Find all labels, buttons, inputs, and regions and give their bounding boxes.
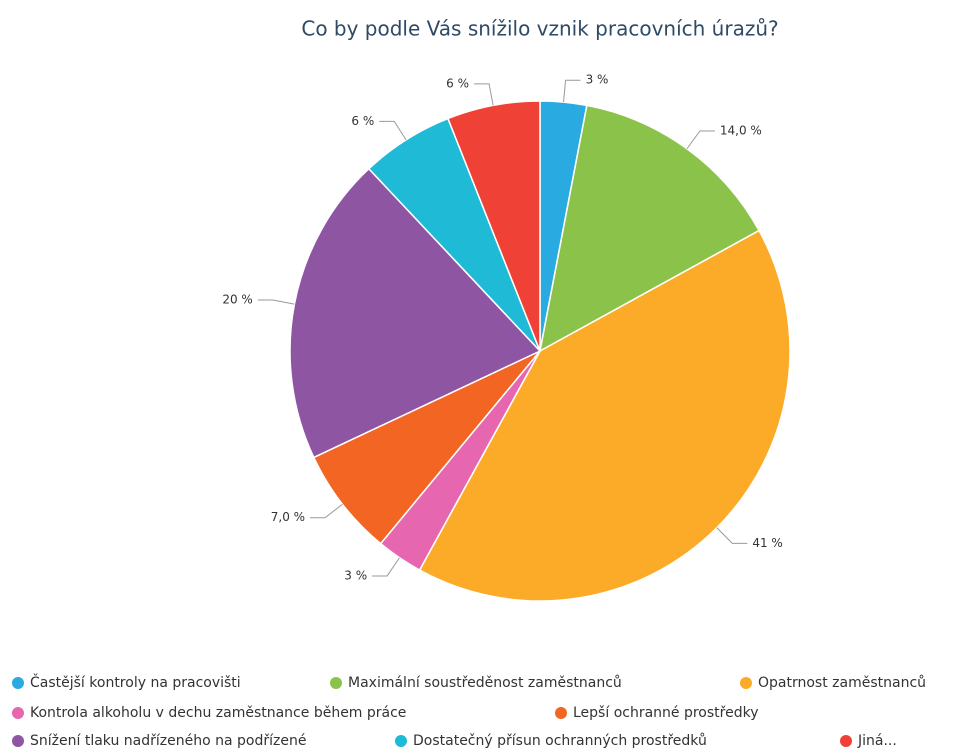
legend-marker [740, 677, 752, 689]
data-label: 14,0 % [720, 123, 762, 137]
data-label: 6 % [446, 76, 469, 90]
data-label: 7,0 % [271, 510, 305, 524]
pie-slice [538, 104, 761, 353]
leader-line [716, 527, 748, 544]
legend-label: Snížení tlaku nadřízeného na podřízené [30, 733, 306, 749]
leader-line [310, 503, 343, 519]
leader-line [379, 120, 407, 141]
data-label: 20 % [222, 293, 253, 307]
leader-line [257, 299, 295, 305]
data-label: 41 % [752, 536, 783, 550]
pie-slice [418, 229, 791, 602]
pie-slice [312, 350, 541, 545]
leader-line [563, 79, 581, 103]
legend-label: Lepší ochranné prostředky [573, 705, 759, 721]
legend-label: Dostatečný přísun ochranných prostředků [413, 733, 707, 749]
data-label: 6 % [351, 114, 374, 128]
legend-marker [330, 677, 342, 689]
legend-label: Častější kontroly na pracovišti [30, 673, 241, 691]
legend-marker [555, 707, 567, 719]
pie-slice [446, 100, 541, 352]
legend-label: Jiná... [857, 733, 897, 749]
leader-line [474, 83, 494, 106]
legend-label: Kontrola alkoholu v dechu zaměstnance bě… [30, 705, 406, 721]
legend-label: Maximální soustředěnost zaměstnanců [348, 675, 622, 691]
legend-marker [12, 707, 24, 719]
legend-marker [12, 735, 24, 747]
legend-label: Opatrnost zaměstnanců [758, 675, 926, 691]
chart-title: Co by podle Vás snížilo vznik pracovních… [301, 17, 778, 41]
legend-marker [840, 735, 852, 747]
data-label: 3 % [344, 568, 367, 582]
data-label: 3 % [586, 73, 609, 87]
leader-line [372, 557, 400, 577]
leader-line [686, 130, 715, 150]
legend-marker [12, 677, 24, 689]
legend-marker [395, 735, 407, 747]
